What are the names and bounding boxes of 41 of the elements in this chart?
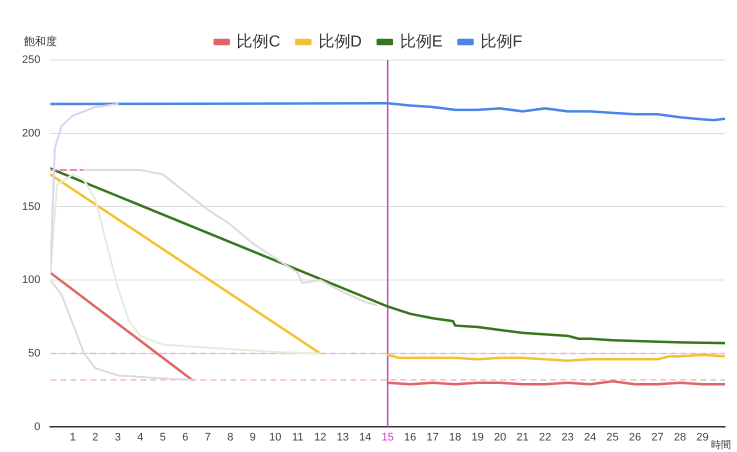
x-tick-label: 26	[628, 431, 642, 444]
y-tick-label: 200	[22, 127, 40, 140]
x-tick-label: 20	[494, 431, 506, 444]
x-tick-label: 14	[359, 431, 372, 444]
y-tick-label: 50	[28, 347, 40, 360]
x-tick-label: 4	[137, 431, 144, 444]
x-tick-label: 24	[584, 431, 596, 444]
x-tick-label: 25	[606, 431, 619, 444]
x-tick-label: 10	[269, 431, 282, 444]
x-tick-label: 8	[227, 431, 234, 444]
legend-label: 比例C	[236, 32, 280, 50]
x-tick-label: 18	[449, 431, 462, 444]
x-tick-label: 3	[114, 431, 121, 444]
x-tick-label: 17	[426, 431, 439, 444]
x-tick-label: 9	[250, 431, 256, 444]
x-tick-label: 7	[204, 431, 211, 444]
x-tick-label: 21	[516, 431, 529, 444]
x-tick-label: 28	[674, 431, 686, 444]
x-tick-label: 27	[651, 431, 664, 444]
x-tick-label: 19	[472, 431, 484, 444]
x-axis-title: 時間	[711, 438, 731, 452]
y-tick-label: 150	[22, 200, 40, 213]
x-tick-label: 2	[92, 431, 98, 444]
x-tick-label: 13	[336, 431, 349, 444]
x-tick-label: 1	[70, 431, 76, 444]
legend-label: 比例E	[400, 32, 443, 50]
x-tick-label: 16	[404, 431, 416, 444]
x-tick-label: 22	[538, 431, 552, 444]
y-tick-label: 100	[22, 274, 40, 286]
x-tick-label: 11	[292, 431, 304, 444]
y-tick-label: 250	[22, 54, 40, 66]
x-tick-label: 5	[160, 431, 166, 444]
x-tick-label: 15	[382, 431, 394, 444]
x-tick-label: 29	[696, 431, 709, 444]
legend-label: 比例F	[480, 32, 523, 50]
y-axis-title: 飽和度	[24, 34, 57, 49]
y-tick-label: 0	[34, 420, 40, 433]
x-tick-label: 23	[561, 431, 574, 444]
legend-label: 比例D	[318, 32, 362, 50]
x-tick-label: 12	[314, 431, 326, 444]
x-tick-label: 6	[182, 431, 188, 444]
